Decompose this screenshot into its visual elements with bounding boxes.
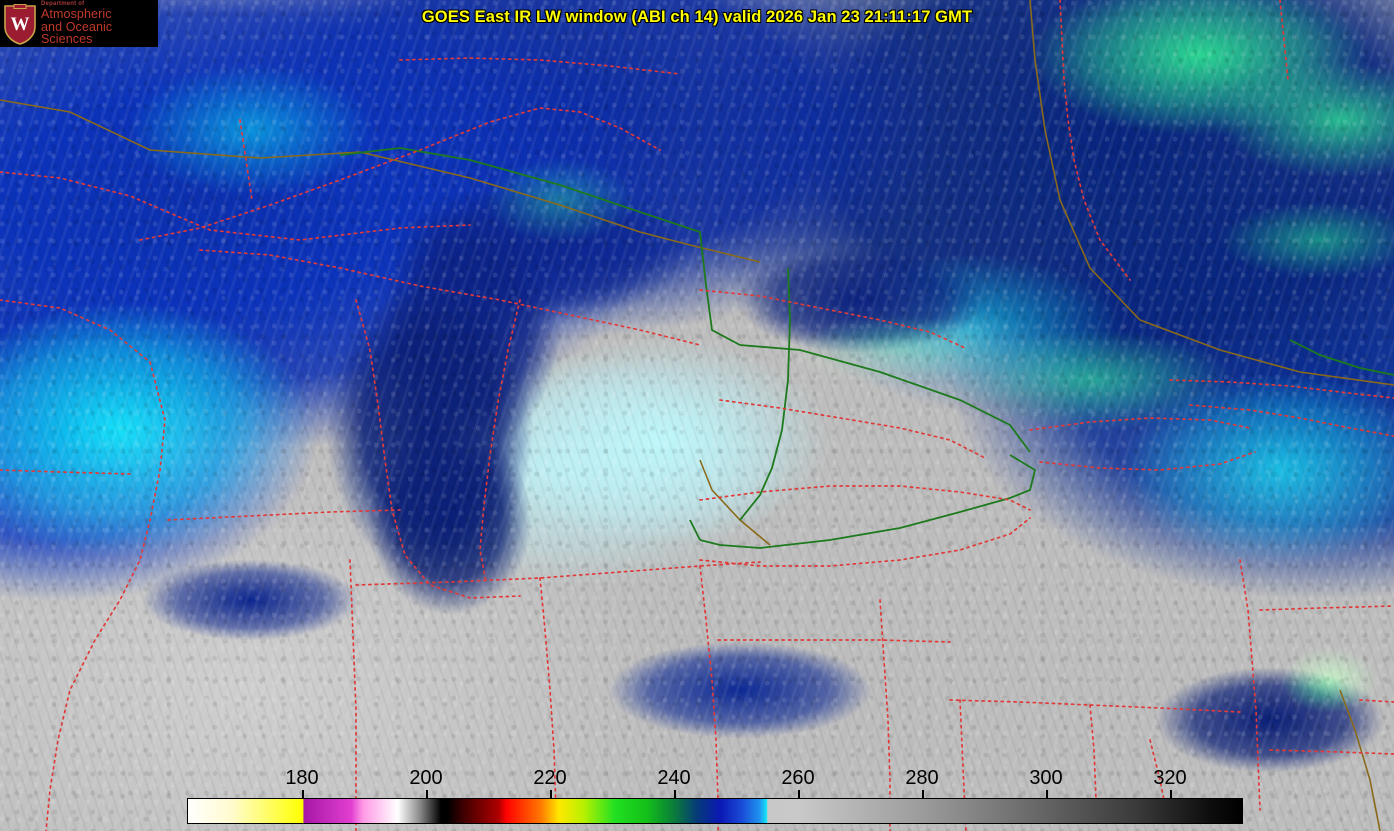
colorbar-gradient	[187, 798, 1243, 824]
uw-aos-logo: W Department of Atmospheric and Oceanic …	[0, 0, 158, 47]
colorbar-tick-label: 260	[781, 767, 815, 789]
colorbar-tick-label: 200	[409, 767, 443, 789]
svg-text:W: W	[11, 14, 30, 35]
colorbar-tick-label: 320	[1153, 767, 1187, 789]
colorbar-tick-label: 220	[533, 767, 567, 789]
colorbar	[187, 798, 1243, 824]
colorbar-tick	[550, 790, 552, 798]
logo-department-line: Department of	[41, 1, 85, 8]
product-title: GOES East IR LW window (ABI ch 14) valid…	[421, 8, 973, 26]
colorbar-tick	[302, 790, 304, 798]
colorbar-tick	[674, 790, 676, 798]
colorbar-tick-label: 240	[657, 767, 691, 789]
colorbar-tick-label: 180	[285, 767, 319, 789]
colorbar-tick-label: 300	[1029, 767, 1063, 789]
colorbar-tick	[1170, 790, 1172, 798]
colorbar-tick	[798, 790, 800, 798]
state-border	[339, 147, 1394, 549]
logo-name-line-2: and Oceanic Sciences	[41, 19, 113, 47]
colorbar-tick	[922, 790, 924, 798]
colorbar-tick	[426, 790, 428, 798]
uw-crest-icon: W	[4, 3, 36, 45]
logo-name-line-1: Atmospheric	[41, 7, 112, 22]
colorbar-tick-label: 280	[905, 767, 939, 789]
colorbar-tick	[1046, 790, 1048, 798]
